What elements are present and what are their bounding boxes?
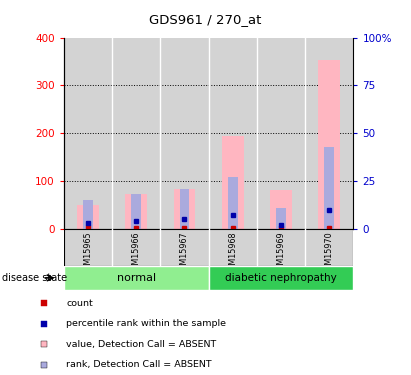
Text: GSM15970: GSM15970	[325, 232, 334, 275]
Bar	[64, 38, 112, 229]
Bar	[160, 38, 209, 229]
Bar	[64, 266, 208, 290]
Bar	[305, 38, 353, 229]
Bar	[257, 229, 305, 266]
Bar	[257, 38, 305, 229]
Text: percentile rank within the sample: percentile rank within the sample	[66, 320, 226, 328]
Bar	[173, 189, 195, 229]
Bar	[305, 229, 353, 266]
Bar	[125, 194, 147, 229]
Bar	[222, 136, 244, 229]
Bar	[132, 194, 141, 229]
Text: disease state: disease state	[2, 273, 67, 283]
Bar	[112, 229, 160, 266]
Bar	[180, 189, 189, 229]
Text: GSM15967: GSM15967	[180, 232, 189, 275]
Bar	[319, 60, 340, 229]
Text: GSM15966: GSM15966	[132, 232, 141, 275]
Bar	[228, 177, 238, 229]
Bar	[325, 147, 334, 229]
Bar	[77, 205, 99, 229]
Bar	[276, 208, 286, 229]
Text: GSM15965: GSM15965	[83, 232, 92, 275]
Text: normal: normal	[117, 273, 156, 283]
Text: GSM15969: GSM15969	[277, 232, 286, 275]
Bar	[112, 38, 160, 229]
Bar	[83, 200, 93, 229]
Text: value, Detection Call = ABSENT: value, Detection Call = ABSENT	[66, 340, 217, 349]
Text: rank, Detection Call = ABSENT: rank, Detection Call = ABSENT	[66, 360, 212, 369]
Bar	[209, 38, 257, 229]
Bar	[64, 229, 112, 266]
Text: GDS961 / 270_at: GDS961 / 270_at	[149, 13, 262, 26]
Bar	[270, 189, 292, 229]
Bar	[209, 229, 257, 266]
Text: GSM15968: GSM15968	[228, 232, 237, 275]
Text: count: count	[66, 299, 93, 308]
Text: diabetic nephropathy: diabetic nephropathy	[225, 273, 337, 283]
Bar	[208, 266, 353, 290]
Bar	[160, 229, 209, 266]
